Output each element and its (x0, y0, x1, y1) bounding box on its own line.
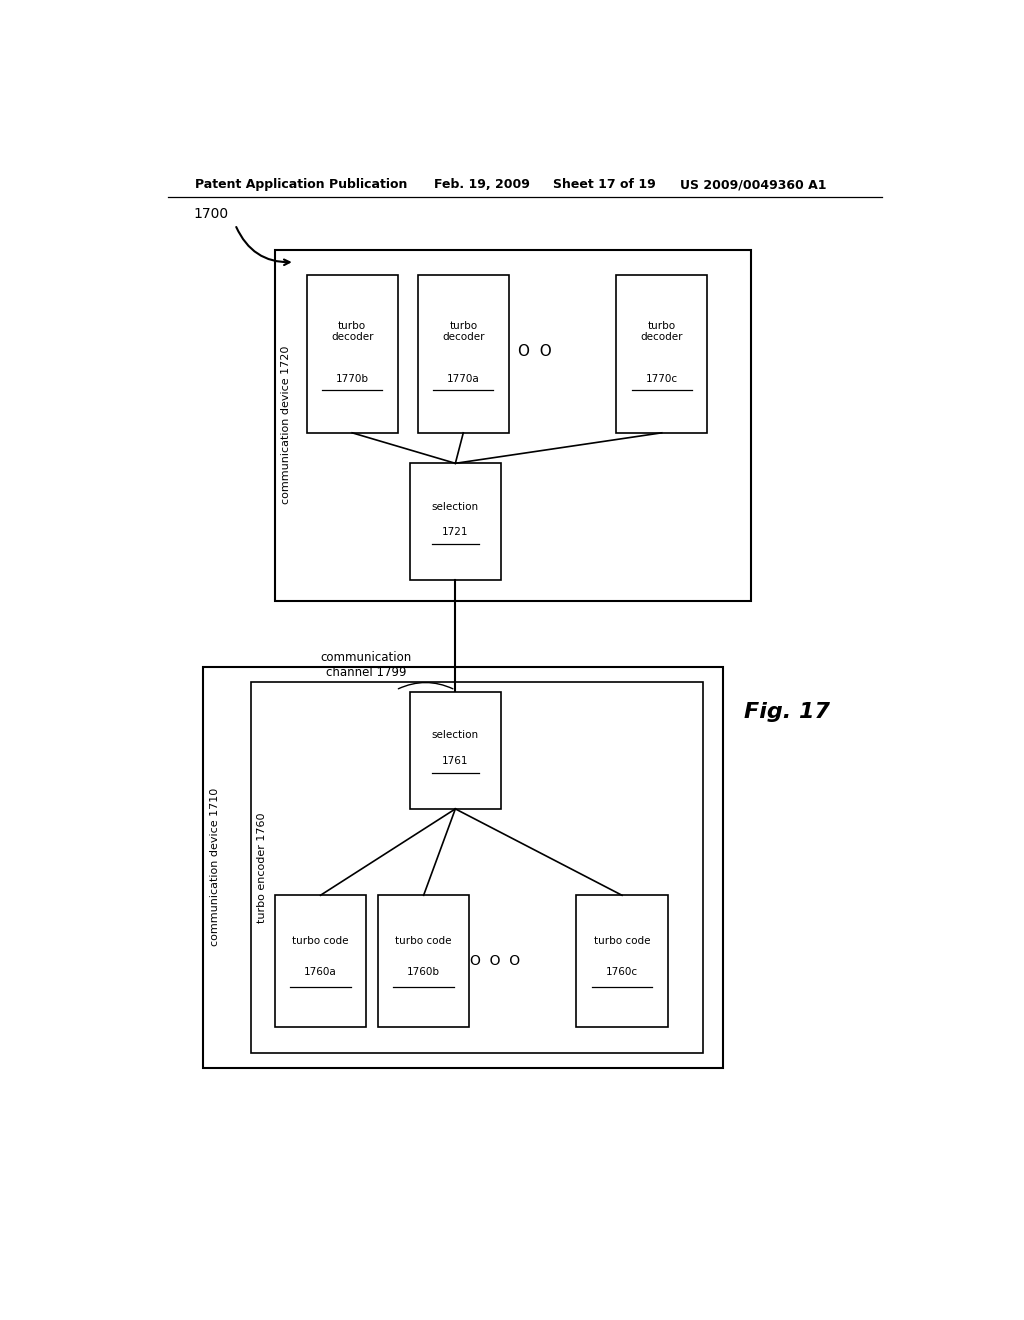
Text: communication device 1720: communication device 1720 (281, 346, 291, 504)
Bar (577, 895, 668, 1027)
Bar (378, 895, 469, 1027)
Text: turbo
decoder: turbo decoder (640, 321, 683, 342)
Text: Patent Application Publication: Patent Application Publication (196, 178, 408, 191)
Text: US 2009/0049360 A1: US 2009/0049360 A1 (680, 178, 826, 191)
Bar (251, 682, 703, 1053)
Text: 1760b: 1760b (408, 966, 440, 977)
Text: communication
channel 1799: communication channel 1799 (321, 651, 412, 678)
Bar (616, 276, 708, 433)
Bar (274, 895, 367, 1027)
Text: turbo
decoder: turbo decoder (442, 321, 484, 342)
Bar (410, 463, 501, 581)
Bar (410, 692, 501, 809)
Text: O  O: O O (518, 345, 552, 359)
Bar (306, 276, 397, 433)
Text: turbo code: turbo code (395, 936, 452, 946)
Text: turbo encoder 1760: turbo encoder 1760 (257, 812, 267, 923)
Bar (204, 667, 723, 1068)
Text: Fig. 17: Fig. 17 (743, 702, 829, 722)
Text: turbo code: turbo code (594, 936, 650, 946)
Text: O  O  O: O O O (470, 954, 520, 969)
Text: selection: selection (432, 502, 479, 512)
Text: selection: selection (432, 730, 479, 741)
Text: communication device 1710: communication device 1710 (210, 788, 219, 946)
Text: 1770c: 1770c (646, 375, 678, 384)
Text: 1700: 1700 (194, 207, 229, 222)
Bar (418, 276, 509, 433)
Text: 1770b: 1770b (336, 375, 369, 384)
Text: 1760c: 1760c (606, 966, 638, 977)
Text: turbo code: turbo code (292, 936, 349, 946)
Text: 1770a: 1770a (446, 375, 479, 384)
Text: Sheet 17 of 19: Sheet 17 of 19 (553, 178, 655, 191)
Bar (274, 249, 751, 601)
Text: 1721: 1721 (442, 527, 469, 537)
Text: turbo
decoder: turbo decoder (331, 321, 374, 342)
Text: 1761: 1761 (442, 755, 469, 766)
Text: 1760a: 1760a (304, 966, 337, 977)
Text: Feb. 19, 2009: Feb. 19, 2009 (433, 178, 529, 191)
